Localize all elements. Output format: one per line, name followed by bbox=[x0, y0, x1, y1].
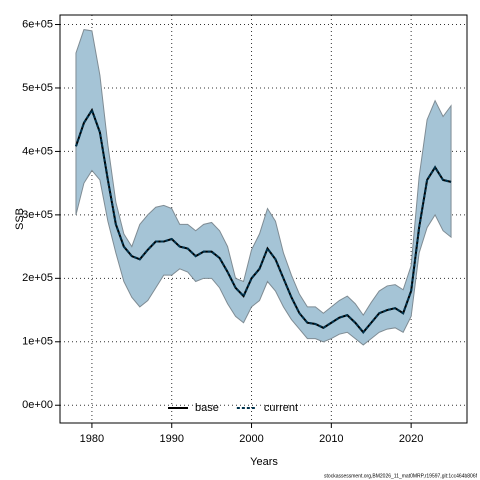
y-tick-label: 0e+00 bbox=[22, 399, 53, 411]
x-tick-label: 1990 bbox=[159, 433, 183, 445]
legend-label: base bbox=[195, 402, 219, 414]
x-tick-label: 2020 bbox=[399, 433, 423, 445]
y-tick-label: 3e+05 bbox=[22, 209, 53, 221]
footnote: stockassessment.org,BM2026_11_mat0MRP,r1… bbox=[324, 473, 478, 479]
y-tick-label: 5e+05 bbox=[22, 82, 53, 94]
y-tick-label: 4e+05 bbox=[22, 145, 53, 157]
confidence-band bbox=[75, 29, 452, 346]
x-axis-label: Years bbox=[250, 456, 278, 468]
x-tick-label: 2000 bbox=[239, 433, 263, 445]
y-tick-label: 6e+05 bbox=[22, 18, 53, 30]
plot-frame bbox=[59, 14, 468, 424]
y-tick-label: 2e+05 bbox=[22, 272, 53, 284]
x-tick-label: 1980 bbox=[80, 433, 104, 445]
y-tick-label: 1e+05 bbox=[22, 336, 53, 348]
x-tick-label: 2010 bbox=[319, 433, 343, 445]
legend-label: current bbox=[264, 402, 298, 414]
y-axis-label: SSB bbox=[14, 208, 26, 230]
series-line bbox=[75, 107, 452, 334]
